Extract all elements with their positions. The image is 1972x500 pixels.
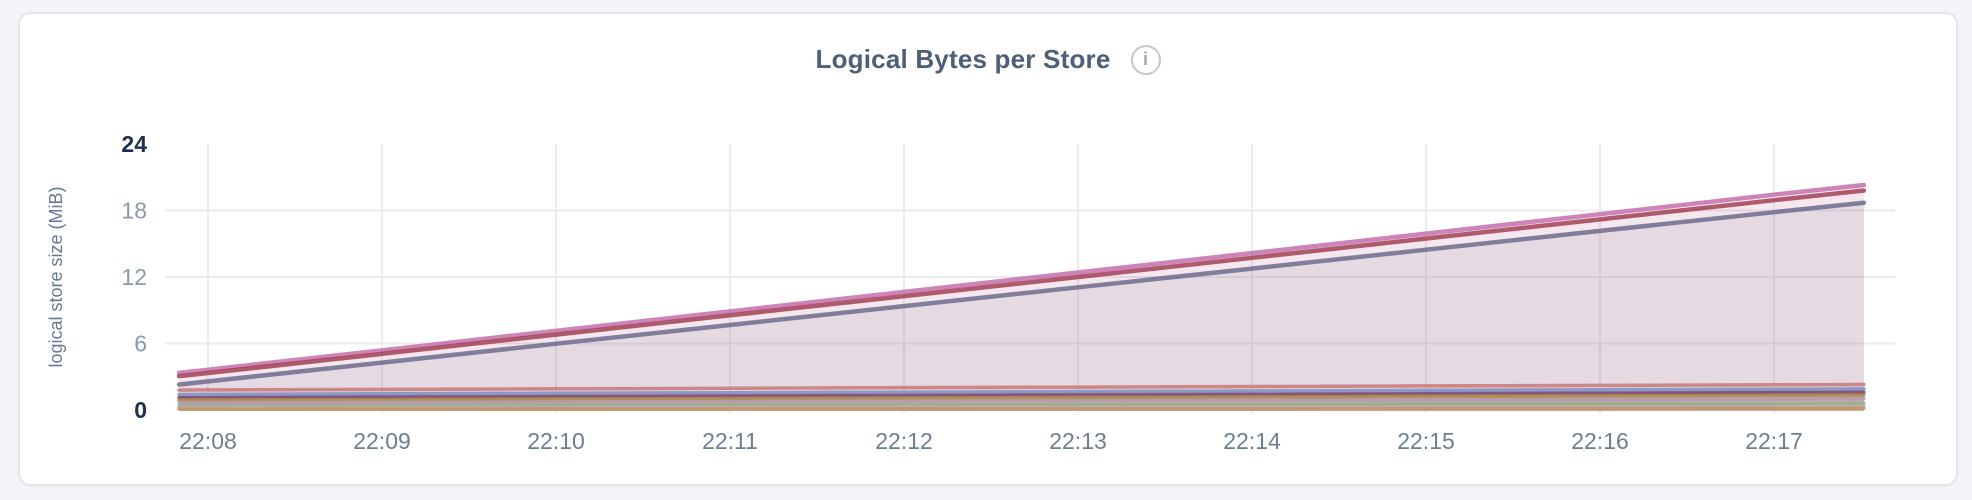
y-tick-label-18: 18	[121, 198, 147, 224]
x-tick-label-22:08: 22:08	[179, 428, 237, 454]
area-slate	[179, 202, 1864, 411]
area-maroon	[179, 190, 1864, 411]
x-tick-label-22:10: 22:10	[527, 428, 585, 454]
x-tick-label-22:12: 22:12	[875, 428, 933, 454]
y-tick-label-0: 0	[134, 397, 147, 423]
x-tick-label-22:11: 22:11	[702, 428, 758, 454]
y-axis-title: logical store size (MiB)	[46, 186, 66, 367]
chart-header: Logical Bytes per Store i	[20, 44, 1956, 75]
line-plum	[177, 390, 1866, 400]
chart-title: Logical Bytes per Store	[815, 44, 1111, 74]
y-tick-label-24: 24	[121, 131, 147, 157]
line-tan	[177, 406, 1866, 411]
line-slate	[176, 200, 1867, 387]
line-mauve	[177, 397, 1866, 405]
line-steel-blue	[177, 387, 1866, 397]
x-tick-label-22:13: 22:13	[1049, 428, 1107, 454]
line-olive	[177, 393, 1866, 402]
info-icon-glyph: i	[1143, 49, 1149, 69]
area-magenta	[179, 185, 1864, 411]
line-green	[177, 401, 1866, 408]
line-magenta	[176, 182, 1867, 376]
info-circle-icon[interactable]: i	[1130, 44, 1161, 75]
x-axis-labels: 22:08 22:09 22:10 22:11 22:12 22:13 22:14 22:15…	[179, 428, 1803, 454]
x-tick-label-22:16: 22:16	[1571, 428, 1629, 454]
series-lines	[176, 182, 1867, 411]
x-tick-label-22:14: 22:14	[1223, 428, 1281, 454]
gridlines	[165, 144, 1895, 413]
line-salmon	[177, 382, 1866, 392]
x-tick-label-22:17: 22:17	[1745, 428, 1803, 454]
x-tick-label-22:15: 22:15	[1397, 428, 1455, 454]
line-maroon	[176, 188, 1867, 379]
y-tick-label-6: 6	[134, 331, 147, 357]
y-tick-label-12: 12	[121, 264, 147, 290]
x-tick-label-22:09: 22:09	[353, 428, 411, 454]
y-axis-labels: 24 18 12 6 0	[121, 131, 147, 423]
